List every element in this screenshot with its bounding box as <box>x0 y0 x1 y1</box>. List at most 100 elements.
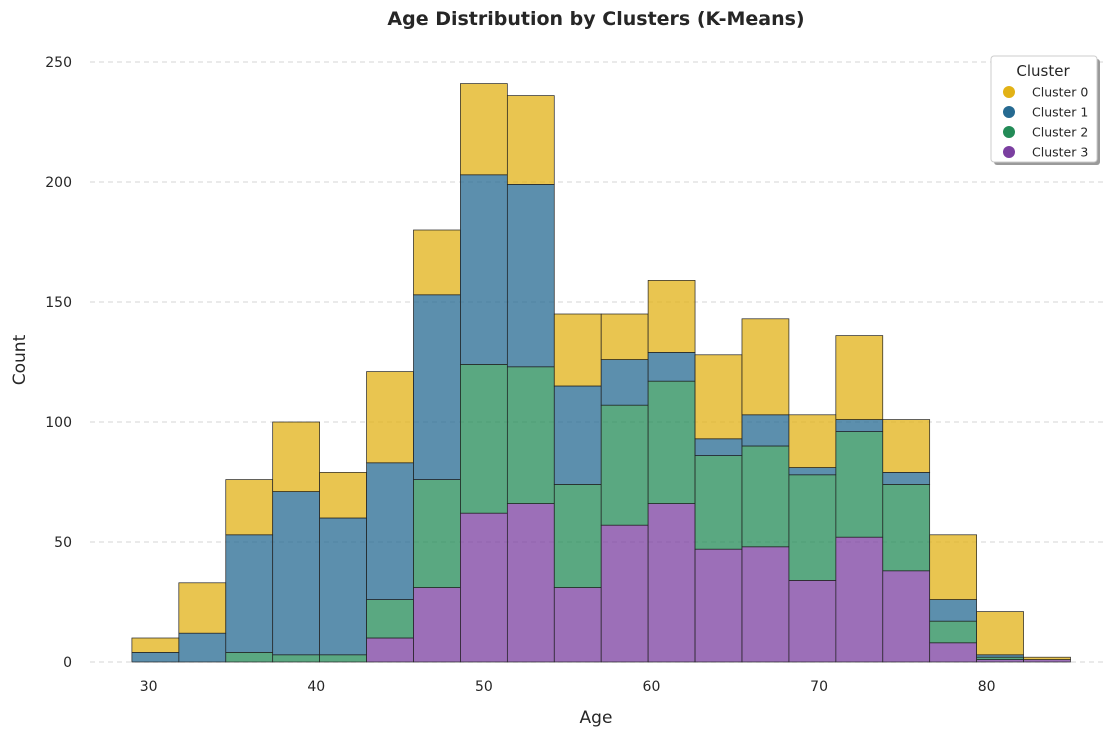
legend: Cluster Cluster 0 Cluster 1 Cluster 2 Clust… <box>990 55 1100 165</box>
bar-segment <box>788 474 837 581</box>
bar-segment <box>319 517 367 656</box>
bar-segment <box>694 548 743 663</box>
x-axis-label: Age <box>580 708 613 728</box>
bar-segment <box>976 611 1024 656</box>
bar-segment <box>600 313 649 360</box>
bar-segment <box>366 599 414 639</box>
bar-segment <box>413 229 461 296</box>
bar-segment <box>882 484 931 572</box>
bar-segment <box>741 445 790 548</box>
bar-segment <box>506 503 555 663</box>
bar-segment <box>553 587 602 663</box>
bar-segment <box>1023 659 1071 663</box>
bar-segment <box>225 652 274 663</box>
chart-title: Age Distribution by Clusters (K-Means) <box>387 8 804 30</box>
bar-segment <box>460 512 508 663</box>
bar-segment <box>600 359 649 406</box>
y-tick-label: 250 <box>45 55 72 71</box>
bar-segment <box>647 503 696 663</box>
x-tick-label: 40 <box>307 679 325 695</box>
bar-segment <box>929 599 977 622</box>
bar-segment <box>506 95 555 185</box>
bar-segment <box>1023 656 1071 660</box>
x-tick-label: 50 <box>475 679 493 695</box>
bar-segment <box>272 491 320 656</box>
y-tick-label: 150 <box>45 295 72 311</box>
bar-segment <box>600 404 649 526</box>
bar-segment <box>131 652 180 663</box>
bar-segment <box>882 419 931 473</box>
bar-segment <box>835 419 884 432</box>
y-tick-label: 50 <box>54 535 72 551</box>
bar-segment <box>366 371 414 464</box>
y-tick-label: 100 <box>45 415 72 431</box>
bar-segment <box>741 318 790 416</box>
bar-segment <box>272 421 320 492</box>
bar-segment <box>131 637 180 653</box>
legend-marker <box>1003 106 1015 118</box>
legend-title: Cluster <box>1016 62 1070 80</box>
bar-segment <box>319 472 367 519</box>
bar-segment <box>976 656 1024 660</box>
y-axis-ticks: 0 50 100 150 200 250 <box>45 55 72 671</box>
bar-segment <box>694 438 743 456</box>
bar-segment <box>553 385 602 485</box>
legend-entry: Cluster 0 <box>1032 85 1088 100</box>
bar-segment <box>366 462 414 600</box>
bar-segment <box>272 654 320 663</box>
bar-segment <box>788 467 837 476</box>
bar-segment <box>319 654 367 663</box>
bar-segment <box>788 580 837 663</box>
legend-entry: Cluster 2 <box>1032 125 1088 140</box>
y-tick-label: 0 <box>63 655 72 671</box>
bar-segment <box>882 472 931 485</box>
bar-segment <box>976 654 1024 658</box>
x-tick-label: 60 <box>643 679 661 695</box>
bar-segment <box>976 659 1024 663</box>
bar-segment <box>694 354 743 440</box>
bar-segment <box>929 620 977 644</box>
bar-segment <box>694 455 743 550</box>
bar-segment <box>929 642 977 663</box>
bar-segment <box>178 582 227 634</box>
bar-segment <box>553 313 602 387</box>
y-axis-label: Count <box>10 334 30 385</box>
bar-segment <box>506 366 555 504</box>
legend-marker <box>1003 126 1015 138</box>
bar-segment <box>788 414 837 468</box>
legend-box <box>990 55 1098 163</box>
bar-segment <box>460 174 508 365</box>
y-tick-label: 200 <box>45 175 72 191</box>
bar-segment <box>835 335 884 420</box>
bar-segment <box>506 184 555 368</box>
bar-segment <box>553 484 602 588</box>
bar-segment <box>741 414 790 447</box>
bar-segment <box>741 546 790 663</box>
bar-segment <box>413 294 461 480</box>
x-tick-label: 80 <box>978 679 996 695</box>
legend-marker <box>1003 86 1015 98</box>
bar-segment <box>460 83 508 176</box>
bar-segment <box>225 479 274 536</box>
bar-segment <box>225 534 274 653</box>
bar-segment <box>647 380 696 504</box>
bar-segment <box>366 637 414 663</box>
bar-segment <box>835 536 884 663</box>
bar-segment <box>600 524 649 663</box>
bar-segment <box>929 534 977 600</box>
bar-segment <box>460 364 508 514</box>
x-tick-label: 70 <box>810 679 828 695</box>
x-tick-label: 30 <box>140 679 158 695</box>
bar-segment <box>178 632 227 663</box>
legend-marker <box>1003 146 1015 158</box>
legend-entry: Cluster 3 <box>1032 145 1088 160</box>
bar-segment <box>413 479 461 588</box>
bar-segment <box>413 587 461 663</box>
bar-segment <box>882 570 931 663</box>
legend-entry: Cluster 1 <box>1032 105 1088 120</box>
bar-segment <box>647 280 696 353</box>
bar-segment <box>647 352 696 382</box>
bar-segment <box>835 431 884 538</box>
bars <box>131 83 1071 663</box>
